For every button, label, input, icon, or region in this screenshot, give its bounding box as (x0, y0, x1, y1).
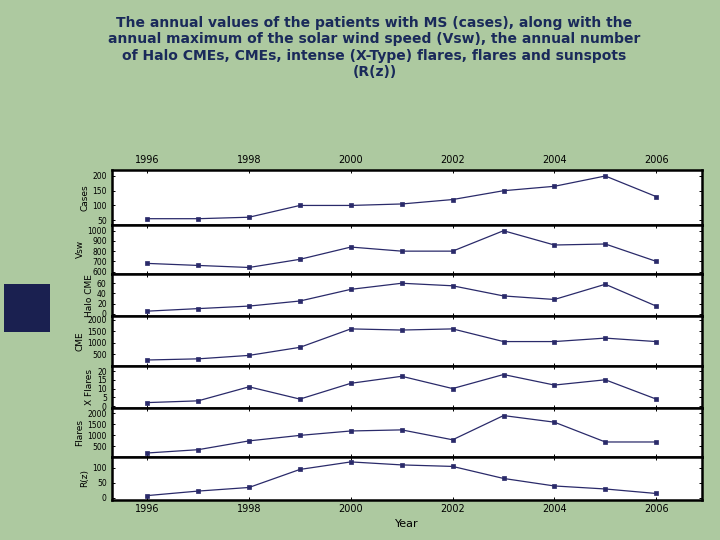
Y-axis label: Halo CME: Halo CME (85, 274, 94, 316)
X-axis label: Year: Year (395, 518, 418, 529)
Text: The annual values of the patients with MS (cases), along with the
annual maximum: The annual values of the patients with M… (108, 16, 641, 79)
Y-axis label: Flares: Flares (76, 419, 84, 446)
Y-axis label: CME: CME (76, 331, 84, 351)
Y-axis label: Cases: Cases (81, 184, 89, 211)
Y-axis label: Vsw: Vsw (76, 240, 84, 259)
Y-axis label: R(z): R(z) (81, 469, 89, 488)
Y-axis label: X Flares: X Flares (86, 369, 94, 405)
